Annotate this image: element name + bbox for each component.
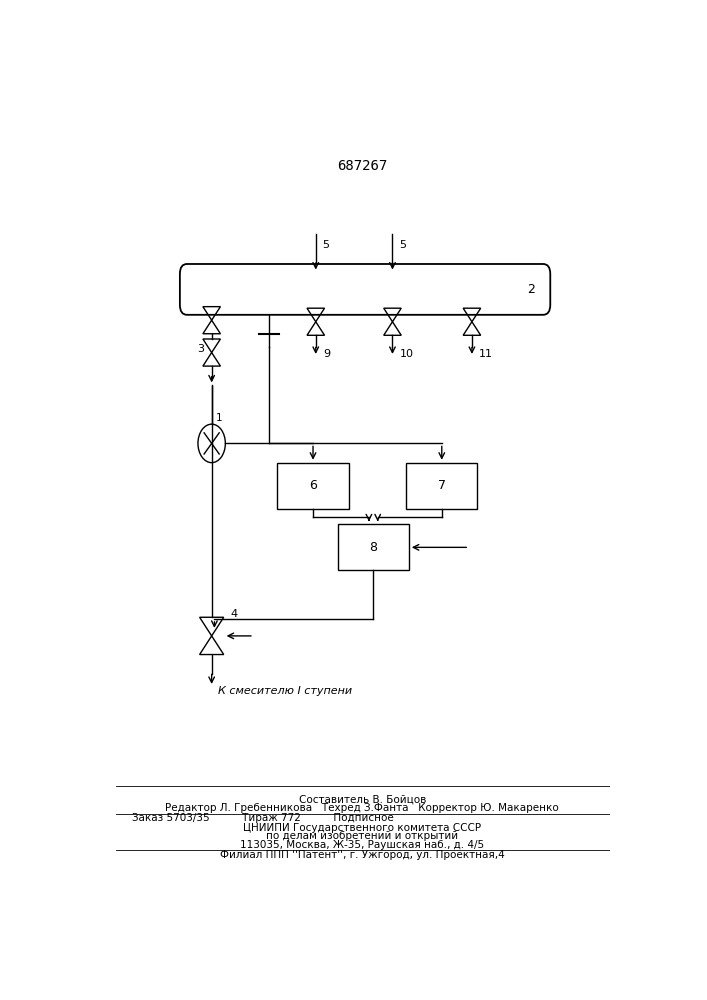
Text: Филиал ППП ''Патент'', г. Ужгород, ул. Проектная,4: Филиал ППП ''Патент'', г. Ужгород, ул. П… xyxy=(220,850,505,860)
Text: 8: 8 xyxy=(369,541,378,554)
Text: 9: 9 xyxy=(323,349,330,359)
Text: 5: 5 xyxy=(322,240,329,250)
Text: 10: 10 xyxy=(399,349,414,359)
Text: 7: 7 xyxy=(438,479,446,492)
Text: 11: 11 xyxy=(479,349,493,359)
Text: 3: 3 xyxy=(197,344,204,354)
Bar xyxy=(407,463,477,509)
Text: 113035, Москва, Ж-35, Раушская наб., д. 4/5: 113035, Москва, Ж-35, Раушская наб., д. … xyxy=(240,840,484,850)
Text: 1: 1 xyxy=(216,413,223,423)
Bar xyxy=(277,463,349,509)
Text: Составитель В. Бойцов: Составитель В. Бойцов xyxy=(298,794,426,804)
Text: 4: 4 xyxy=(231,609,238,619)
Text: ЦНИИПИ Государственного комитета СССР: ЦНИИПИ Государственного комитета СССР xyxy=(243,823,481,833)
Text: 2: 2 xyxy=(527,283,535,296)
Text: 687267: 687267 xyxy=(337,159,387,173)
Text: Заказ 5703/35          Тираж 772          Подписное: Заказ 5703/35 Тираж 772 Подписное xyxy=(132,813,394,823)
Text: по делам изобретений и открытий: по делам изобретений и открытий xyxy=(267,831,458,841)
Text: Редактор Л. Гребенникова   Техред З.Фанта   Корректор Ю. Макаренко: Редактор Л. Гребенникова Техред З.Фанта … xyxy=(165,803,559,813)
Bar xyxy=(338,524,409,570)
Text: 5: 5 xyxy=(399,240,406,250)
FancyBboxPatch shape xyxy=(180,264,550,315)
Text: 6: 6 xyxy=(309,479,317,492)
Text: К смесителю I ступени: К смесителю I ступени xyxy=(218,686,352,696)
